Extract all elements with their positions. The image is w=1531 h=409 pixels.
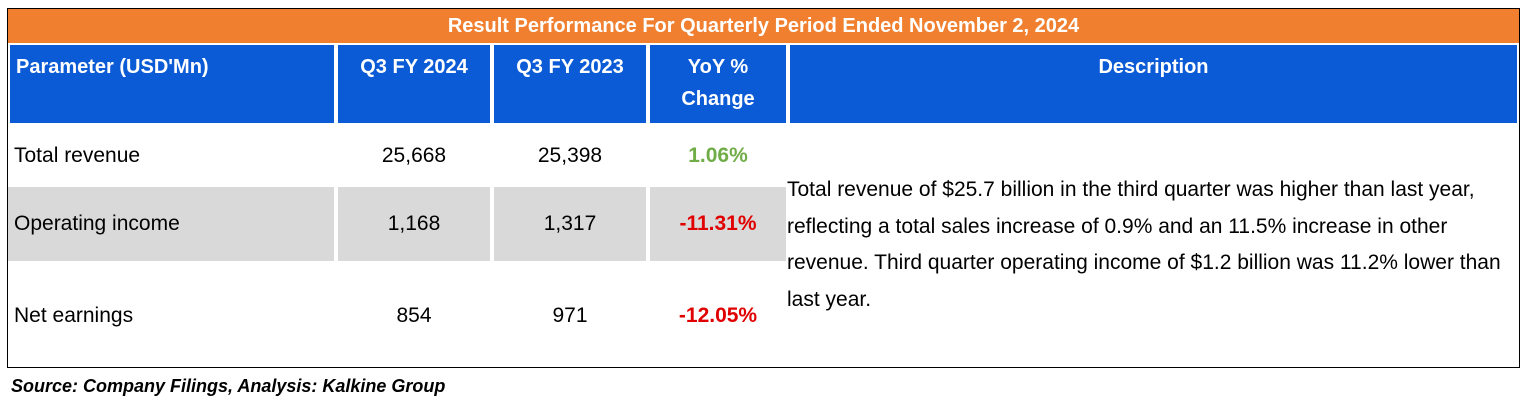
row-q3-fy2023: 1,317 [494, 187, 646, 261]
header-q3-fy2023: Q3 FY 2023 [494, 45, 646, 123]
table-title-text: Result Performance For Quarterly Period … [447, 14, 1080, 37]
row-q3-fy2024: 854 [396, 304, 432, 327]
table-row: Net earnings 854 971 -12.05% [8, 261, 788, 371]
description-text: Total revenue of $25.7 billion in the th… [787, 178, 1501, 311]
row-parameter: Net earnings [14, 304, 134, 327]
row-parameter: Operating income [8, 187, 334, 261]
table-row: Operating income 1,168 1,317 -11.31% [8, 187, 788, 261]
header-yoy-line2: Change [681, 88, 755, 110]
row-yoy-change: -11.31% [650, 187, 786, 261]
row-q3-fy2024: 1,168 [338, 187, 490, 261]
table-row: Total revenue 25,668 25,398 1.06% [8, 125, 788, 187]
header-parameter: Parameter (USD'Mn) [10, 45, 334, 123]
header-description: Description [790, 45, 1517, 123]
header-q3-fy2024: Q3 FY 2024 [338, 45, 490, 123]
results-table: Result Performance For Quarterly Period … [7, 8, 1520, 368]
row-q3-fy2024: 25,668 [381, 144, 447, 167]
header-yoy-change: YoY % Change [650, 45, 786, 123]
row-q3-fy2023: 25,398 [537, 144, 603, 167]
table-title: Result Performance For Quarterly Period … [8, 9, 1519, 43]
row-yoy-change: -12.05% [678, 304, 758, 327]
row-yoy-change: 1.06% [688, 144, 748, 167]
header-row: Parameter (USD'Mn) Q3 FY 2024 Q3 FY 2023… [8, 43, 1519, 125]
row-q3-fy2023: 971 [552, 304, 588, 327]
header-yoy-line1: YoY % [687, 56, 749, 78]
source-note: Source: Company Filings, Analysis: Kalki… [11, 376, 446, 396]
row-parameter: Total revenue [14, 144, 141, 167]
